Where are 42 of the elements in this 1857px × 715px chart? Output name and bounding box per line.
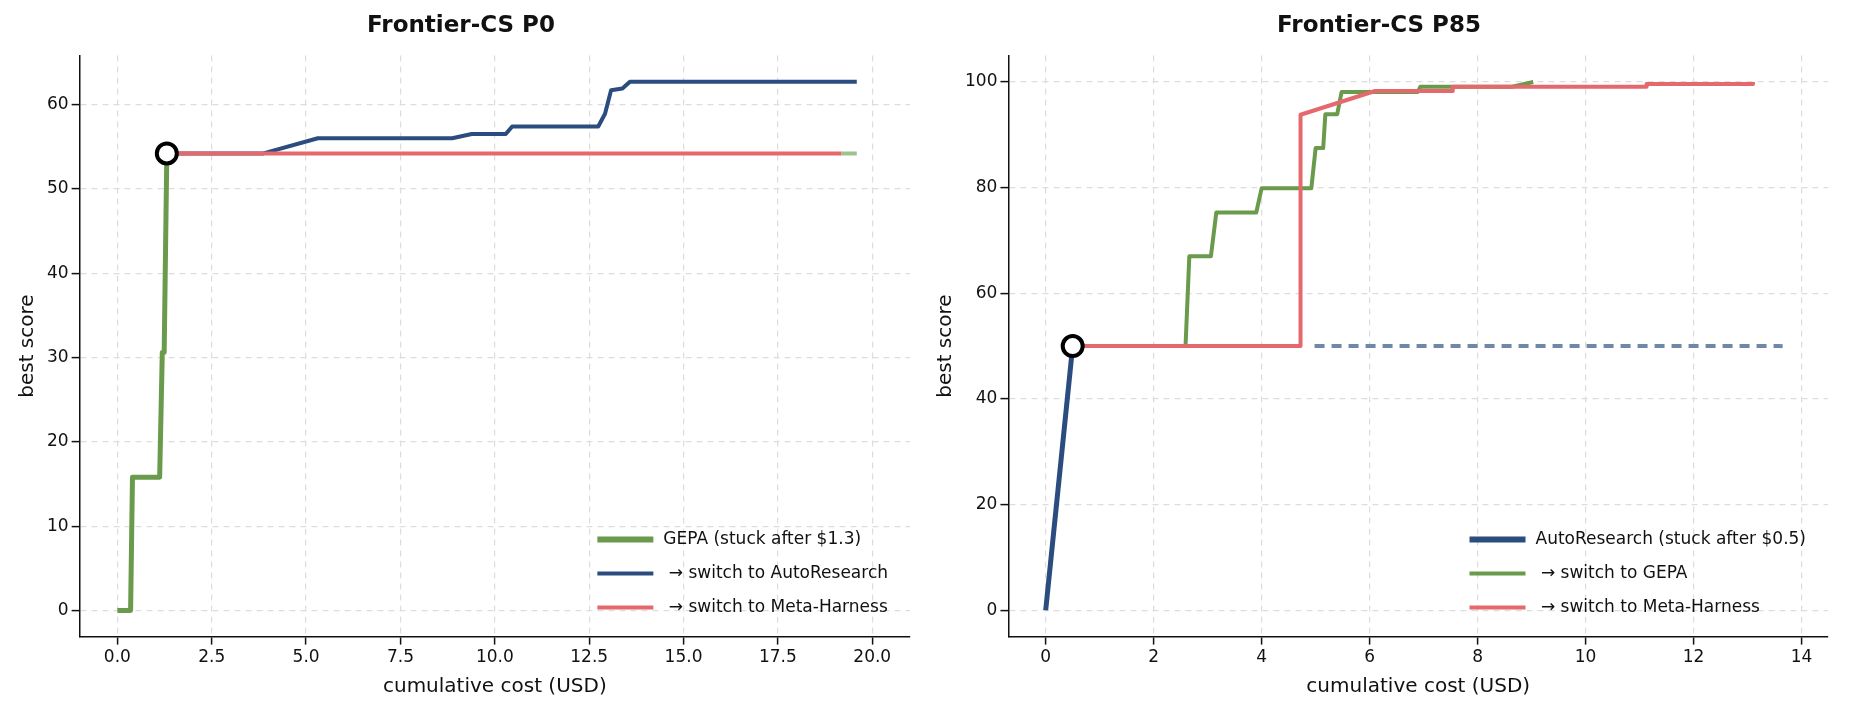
y-tick-label: 50	[46, 177, 69, 198]
x-axis-title: cumulative cost (USD)	[1306, 673, 1531, 698]
y-tick-label: 30	[46, 345, 69, 366]
x-tick-label: 4	[1256, 646, 1268, 667]
legend-label: → switch to AutoResearch	[663, 562, 889, 583]
y-tick-label: 60	[975, 281, 998, 302]
x-tick-label: 0.0	[103, 646, 131, 667]
x-tick-label: 12	[1682, 646, 1705, 667]
x-tick-label: 15.0	[664, 646, 703, 667]
x-tick-label: 5.0	[292, 646, 320, 667]
y-tick-label: 0	[57, 598, 69, 619]
x-tick-label: 12.5	[570, 646, 609, 667]
chart-title: Frontier-CS P0	[367, 10, 555, 37]
x-tick-label: 6	[1364, 646, 1376, 667]
y-tick-label: 60	[46, 92, 69, 113]
y-tick-label: 80	[975, 176, 998, 197]
x-tick-label: 10	[1574, 646, 1597, 667]
y-tick-label: 100	[964, 70, 998, 91]
x-tick-label: 2	[1148, 646, 1160, 667]
x-tick-label: 10.0	[475, 646, 514, 667]
x-tick-label: 17.5	[758, 646, 797, 667]
y-tick-label: 0	[986, 598, 998, 619]
x-tick-label: 14	[1790, 646, 1813, 667]
legend-label: → switch to GEPA	[1535, 562, 1688, 583]
x-tick-label: 2.5	[198, 646, 226, 667]
legend-label: GEPA (stuck after $1.3)	[663, 528, 862, 549]
y-tick-label: 10	[46, 514, 69, 535]
x-tick-label: 20.0	[853, 646, 892, 667]
x-tick-label: 8	[1472, 646, 1484, 667]
x-tick-label: 0	[1040, 646, 1052, 667]
chart-title: Frontier-CS P85	[1277, 10, 1481, 37]
y-tick-label: 20	[975, 492, 998, 513]
x-axis-title: cumulative cost (USD)	[382, 673, 607, 698]
y-tick-label: 20	[46, 430, 69, 451]
legend-label: → switch to Meta-Harness	[663, 596, 888, 617]
y-axis-title: best score	[14, 294, 39, 398]
x-tick-label: 7.5	[386, 646, 414, 667]
y-tick-label: 40	[975, 387, 998, 408]
y-tick-label: 40	[46, 261, 69, 282]
legend-label: AutoResearch (stuck after $0.5)	[1535, 528, 1806, 549]
y-axis-title: best score	[932, 294, 957, 398]
legend-label: → switch to Meta-Harness	[1535, 596, 1761, 617]
